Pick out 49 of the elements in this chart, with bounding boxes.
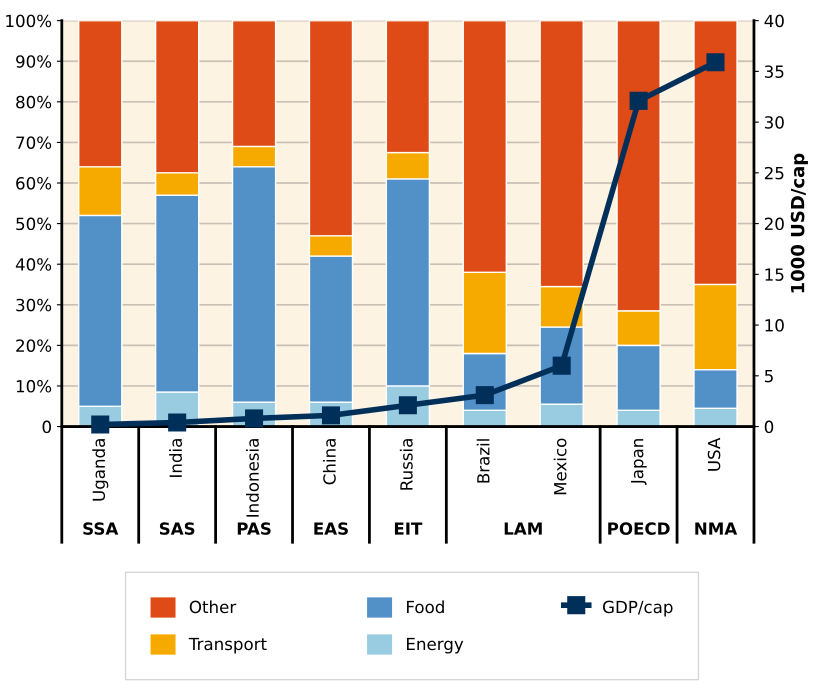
point (476, 386, 494, 404)
legend-label: Transport (188, 638, 267, 654)
y2-tick-label: 35 (764, 65, 784, 78)
point (168, 413, 186, 432)
point (91, 416, 110, 434)
y-tick-label: 40% (16, 258, 52, 271)
point (552, 356, 571, 375)
x-tick-label: India (169, 439, 182, 477)
text: NMA (695, 522, 738, 535)
y-tick-label: 50% (16, 218, 52, 230)
text: LAM (504, 522, 542, 535)
x-tick-label: Japan (631, 439, 647, 486)
y-tick-label: 20% (16, 339, 52, 352)
y2-tick-label: 5 (764, 370, 773, 382)
y-tick-label: 10% (16, 380, 52, 393)
x-tick-label: Indonesia (246, 439, 259, 517)
y2-tick-label: 25 (764, 166, 784, 180)
text: SSA (83, 522, 118, 535)
x-tick-label: Uganda (92, 439, 108, 501)
legend-label: Energy (407, 638, 464, 654)
y-tick-label: 70% (16, 136, 52, 149)
legend-label: Other (190, 600, 236, 614)
point (630, 92, 648, 110)
y2-tick-label: 10 (766, 319, 784, 332)
legend-label: Food (407, 600, 444, 614)
x-tick-label: Mexico (554, 438, 567, 494)
y-tick-label: 30% (16, 298, 52, 312)
y-tick-label: 90% (16, 55, 52, 68)
y-tick-label: 0 (42, 420, 51, 434)
x-tick-label: USA (708, 438, 720, 471)
x-tick-label: China (322, 439, 336, 484)
text: SAS (160, 522, 194, 535)
y-tick-label: 60% (16, 176, 52, 190)
y-tick-label: 100% (6, 14, 52, 28)
y2-tick-label: 15 (766, 268, 784, 281)
y2-tick-label: 40 (764, 14, 784, 28)
x-tick-label: Brazil (476, 439, 490, 483)
y-tick-label: 80% (16, 96, 52, 108)
legend-label: GDP/cap (603, 600, 673, 616)
text: EAS (314, 522, 348, 535)
text: EIT (394, 522, 422, 535)
y2-axis-title: 1000 USD/cap (790, 154, 808, 292)
y2-tick-label: 30 (764, 116, 784, 129)
text: PAS (238, 522, 271, 535)
point (706, 53, 725, 72)
y2-tick-label: 20 (764, 218, 784, 230)
x-tick-label: Russia (400, 439, 413, 490)
y2-tick-label: 0 (764, 420, 774, 434)
text: POECD (608, 522, 670, 535)
